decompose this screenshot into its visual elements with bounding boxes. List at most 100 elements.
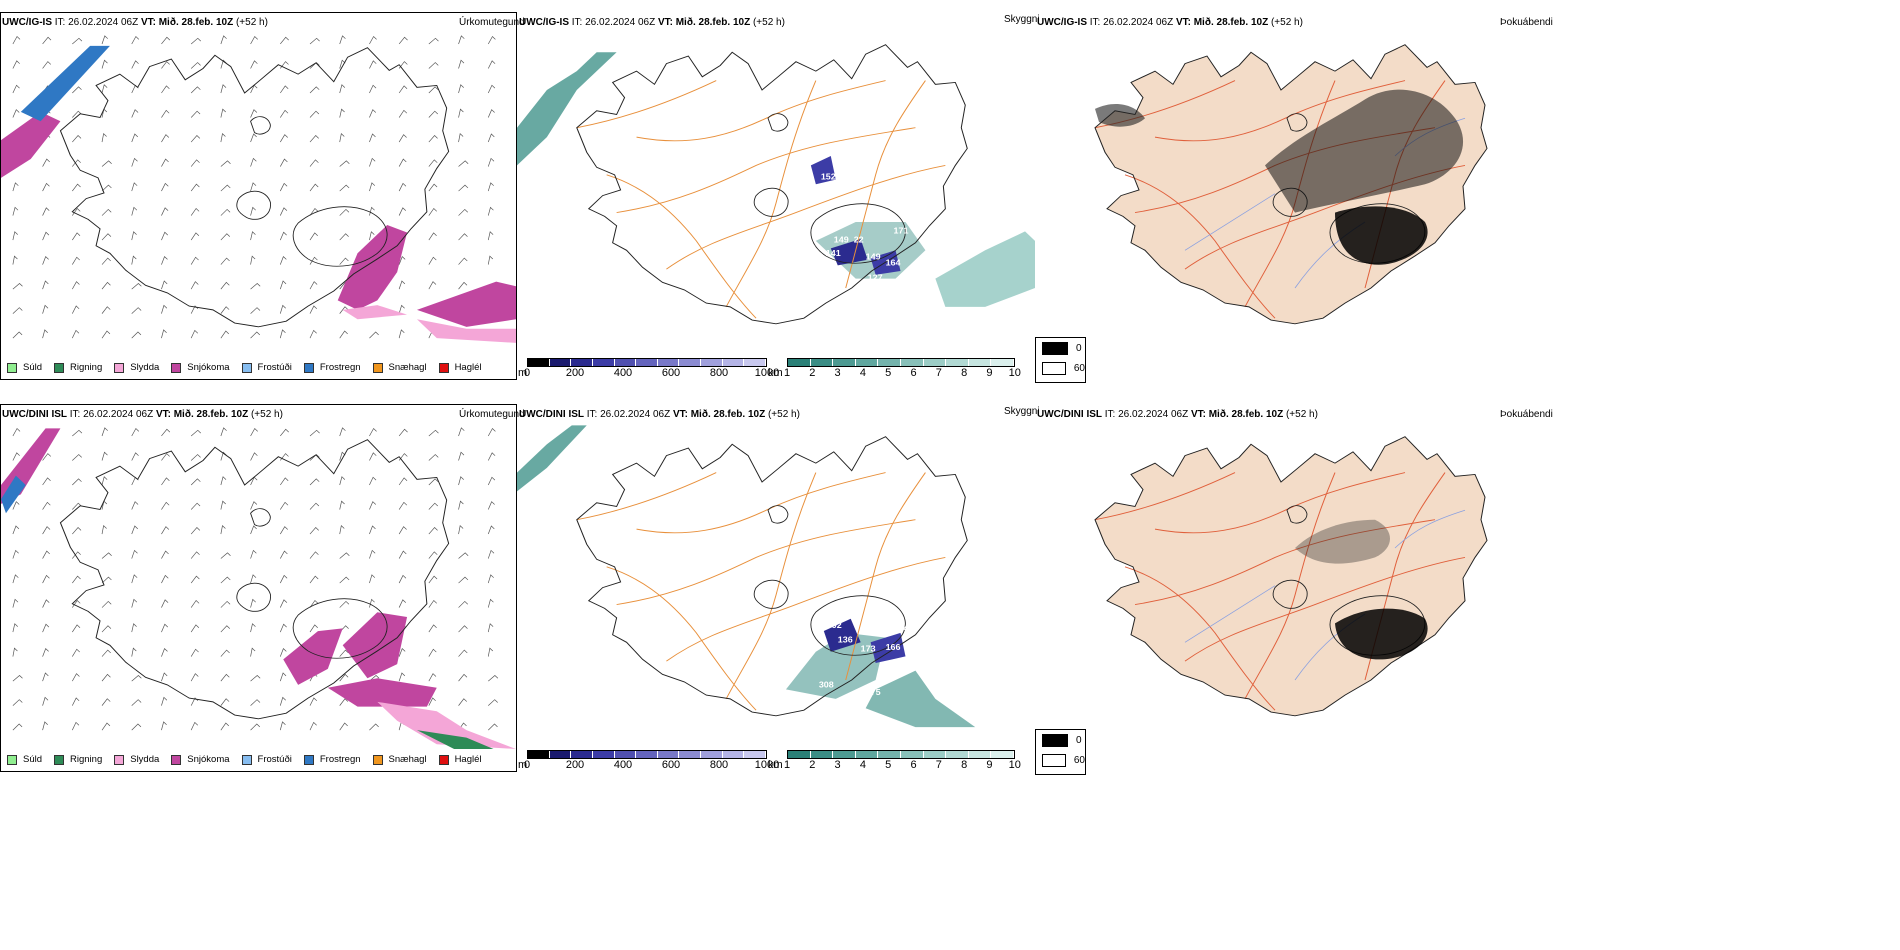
legend-item: Rigning bbox=[54, 754, 102, 765]
colorbar-tick: 400 bbox=[613, 759, 633, 771]
ceiling-label: 141 bbox=[826, 248, 841, 258]
fog-legend-item: 60 bbox=[1036, 358, 1085, 378]
run-header: UWC/DINI ISL IT: 26.02.2024 06Z VT: Mið.… bbox=[1037, 409, 1318, 420]
legend-item: Súld bbox=[7, 754, 42, 765]
colorbar-unit: m bbox=[518, 759, 528, 771]
ceiling-label: 131 bbox=[814, 191, 829, 201]
colorbar-tick: 5 bbox=[885, 367, 892, 379]
legend-item: Slydda bbox=[114, 754, 159, 765]
colorbar-tick: 1 bbox=[783, 759, 791, 771]
legend-swatch bbox=[171, 362, 182, 373]
visibility-colorbar: 1 2 3 4 5 6 7 8 9 10 bbox=[783, 750, 1021, 771]
ceiling-label: 194 bbox=[894, 623, 909, 633]
ceiling-label: 308 bbox=[819, 680, 834, 690]
legend-item: Súld bbox=[7, 362, 42, 373]
legend-label: Frostúði bbox=[257, 362, 292, 373]
colorbar-tick: 7 bbox=[935, 367, 942, 379]
legend-swatch bbox=[372, 754, 383, 765]
colorbar-tick: 6 bbox=[910, 759, 917, 771]
colorbar-tick: 1000 bbox=[754, 367, 780, 379]
colorbar-tick: 3 bbox=[834, 367, 841, 379]
colorbar-tick: 600 bbox=[661, 367, 681, 379]
fog-index-panel bbox=[1035, 416, 1555, 746]
colorbar-unit: m bbox=[518, 367, 528, 379]
legend-value: 0 bbox=[1076, 734, 1082, 746]
colorbar-tick: 10 bbox=[1008, 759, 1021, 771]
colorbar-tick: 0 bbox=[523, 367, 531, 379]
run-header: UWC/DINI ISL IT: 26.02.2024 06Z VT: Mið.… bbox=[519, 409, 800, 420]
ceiling-label: 164 bbox=[886, 258, 901, 268]
legend-label: Frostregn bbox=[319, 362, 361, 373]
legend-label: Rigning bbox=[70, 754, 103, 765]
legend-label: Slydda bbox=[130, 362, 160, 373]
visibility-panel: 152 131 149 22 141 171 149 164 127 bbox=[517, 24, 1035, 354]
legend-label: Frostregn bbox=[319, 754, 361, 765]
legend-item: Snæhagl bbox=[372, 362, 427, 373]
ceiling-label: 92 bbox=[832, 620, 842, 630]
colorbar-tick: 1000 bbox=[754, 759, 780, 771]
legend-label: Snjókoma bbox=[187, 362, 230, 373]
legend-label: Súld bbox=[23, 362, 43, 373]
ceiling-label: 127 bbox=[868, 273, 883, 283]
legend-item: Haglél bbox=[438, 362, 482, 373]
colorbar-tick: 3 bbox=[834, 759, 841, 771]
legend-item: Snæhagl bbox=[372, 754, 427, 765]
legend-swatch bbox=[114, 754, 125, 765]
ceiling-label: 61 bbox=[780, 665, 790, 675]
legend-item: Snjókoma bbox=[171, 754, 230, 765]
colorbar-tick: 8 bbox=[961, 367, 968, 379]
colorbar-tick: 6 bbox=[910, 367, 917, 379]
colorbar-tick: 400 bbox=[613, 367, 633, 379]
legend-swatch bbox=[7, 362, 17, 373]
legend-item: Frostregn bbox=[303, 362, 361, 373]
ceiling-label: 149 bbox=[866, 252, 881, 262]
legend-swatch bbox=[1042, 733, 1068, 747]
fog-index-legend: 0 60 bbox=[1035, 729, 1086, 775]
legend-swatch bbox=[303, 362, 314, 373]
ceiling-label: 152 bbox=[821, 172, 836, 182]
legend-swatch bbox=[171, 754, 182, 765]
legend-swatch bbox=[1042, 341, 1068, 355]
fog-legend-item: 0 bbox=[1036, 338, 1085, 358]
legend-swatch bbox=[1042, 361, 1066, 375]
run-header: UWC/DINI ISL IT: 26.02.2024 06Z VT: Mið.… bbox=[2, 409, 283, 420]
legend-swatch bbox=[438, 362, 449, 373]
colorbar-tick: 8 bbox=[961, 759, 968, 771]
legend-item: Haglél bbox=[438, 754, 482, 765]
panel-title: Skyggni bbox=[1004, 406, 1040, 417]
ceiling-colorbar: 0 200 400 600 800 1000 bbox=[523, 358, 779, 379]
legend-value: 60 bbox=[1073, 754, 1085, 766]
run-header: UWC/IG-IS IT: 26.02.2024 06Z VT: Mið. 28… bbox=[519, 17, 785, 28]
colorbar-tick: 0 bbox=[523, 759, 531, 771]
colorbar-tick: 1 bbox=[783, 367, 791, 379]
panel-title: Þokuábendi bbox=[1500, 409, 1553, 420]
legend-item: Slydda bbox=[114, 362, 159, 373]
visibility-panel: 92 136 173 166 194 181 61 308 175 bbox=[517, 416, 1035, 746]
colorbar-tick: 4 bbox=[859, 367, 866, 379]
legend-swatch bbox=[372, 362, 383, 373]
legend-label: Súld bbox=[23, 754, 43, 765]
colorbar-unit: km bbox=[768, 367, 783, 379]
panel-title: Skyggni bbox=[1004, 14, 1040, 25]
legend-item: Frostúði bbox=[241, 754, 292, 765]
colorbar-tick: 800 bbox=[709, 367, 729, 379]
legend-swatch bbox=[114, 362, 125, 373]
colorbar-tick: 200 bbox=[565, 367, 585, 379]
precip-type-legend: Súld Rigning Slydda Snjókoma Frostúði Fr… bbox=[7, 754, 494, 765]
precip-type-legend: Súld Rigning Slydda Snjókoma Frostúði Fr… bbox=[7, 362, 494, 373]
colorbar-tick: 200 bbox=[565, 759, 585, 771]
legend-swatch bbox=[1042, 753, 1066, 767]
legend-value: 0 bbox=[1076, 342, 1082, 354]
precip-type-panel: Súld Rigning Slydda Snjókoma Frostúði Fr… bbox=[0, 404, 517, 772]
legend-swatch bbox=[241, 754, 252, 765]
legend-label: Snæhagl bbox=[388, 362, 427, 373]
fog-legend-item: 60 bbox=[1036, 750, 1085, 770]
panel-title: Úrkomutegund bbox=[459, 17, 525, 28]
ceiling-label: 175 bbox=[866, 687, 881, 697]
colorbar-tick: 4 bbox=[859, 759, 866, 771]
legend-item: Rigning bbox=[54, 362, 102, 373]
legend-swatch bbox=[438, 754, 449, 765]
legend-label: Snjókoma bbox=[187, 754, 230, 765]
precip-type-panel: Súld Rigning Slydda Snjókoma Frostúði Fr… bbox=[0, 12, 517, 380]
panel-title: Úrkomutegund bbox=[459, 409, 525, 420]
